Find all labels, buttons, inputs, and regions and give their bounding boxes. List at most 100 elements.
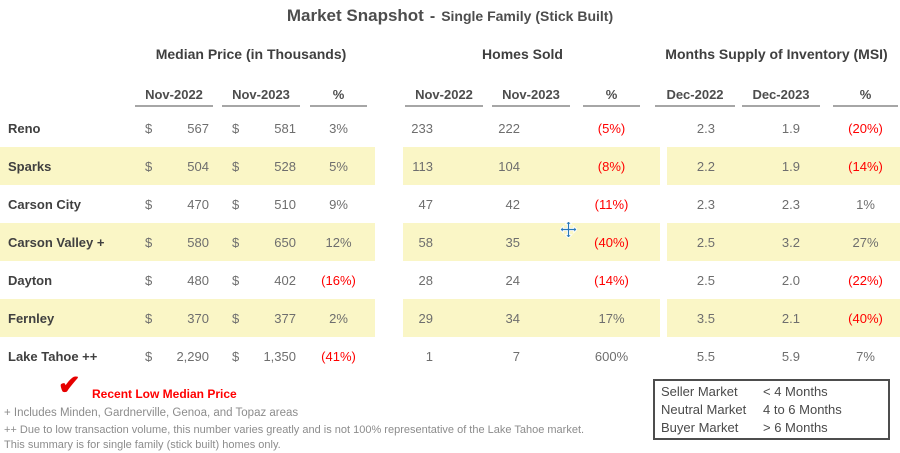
median-price-2022-value: 2,290 [176,348,209,364]
dollar-sign: $ [145,158,153,174]
homes-sold-2022-value: 28 [418,272,433,288]
dollar-sign: $ [232,310,240,326]
footnote-plus-plus: ++ Due to low transaction volume, this n… [4,424,585,436]
col-header-mp-nov2022: Nov-2022 [135,76,213,107]
legend-months-range: < 4 Months [763,384,828,399]
median-price-2022-cell: $ 480 [135,273,213,288]
homes-sold-2022-value: 58 [418,234,433,250]
homes-sold-2023-value: 35 [505,234,520,250]
dollar-sign: $ [145,196,153,212]
msi-2023-value: 2.3 [781,196,800,212]
row-highlight-band [667,299,900,337]
homes-sold-2022-value: 1 [425,348,433,364]
col-header-msi-dec2022: Dec-2022 [655,76,735,107]
legend-months-range: > 6 Months [763,420,828,435]
row-highlight-band [0,299,375,337]
median-price-2023-value: 528 [274,158,296,174]
region-label: Lake Tahoe ++ [8,348,98,364]
median-price-2022-value: 470 [187,196,209,212]
msi-change-pct: 7% [856,348,875,364]
dollar-sign: $ [145,310,153,326]
col-header-hs-nov2023: Nov-2023 [492,76,570,107]
group-header-msi: Months Supply of Inventory (MSI) [665,46,888,62]
footnote-plus: + Includes Minden, Gardnerville, Genoa, … [4,407,299,419]
legend-row: Buyer Market > 6 Months [661,419,882,437]
table-row: Dayton $ 480 $ 402 (16%) 28 24 (14%) 2.5… [0,261,898,299]
median-price-change-pct: (16%) [321,272,356,288]
msi-change-pct: (14%) [848,158,883,174]
legend-row: Neutral Market 4 to 6 Months [661,401,882,419]
recent-low-median-price-note: Recent Low Median Price [92,387,237,401]
row-highlight-band [403,223,660,261]
median-price-2022-cell: $ 580 [135,235,213,250]
msi-2023-value: 1.9 [781,120,800,136]
col-header-hs-nov2022: Nov-2022 [405,76,483,107]
homes-sold-change-pct: 17% [598,310,625,326]
median-price-change-pct: 5% [329,158,348,174]
region-label: Dayton [8,272,53,288]
median-price-2023-value: 581 [274,120,296,136]
dollar-sign: $ [145,348,153,364]
column-header-row: Nov-2022 Nov-2023 % Nov-2022 Nov-2023 % … [0,76,898,107]
homes-sold-change-pct: (11%) [594,196,629,212]
dollar-sign: $ [145,234,153,250]
legend-market-type: Neutral Market [661,402,747,417]
region-label: Carson City [8,196,81,212]
homes-sold-change-pct: (8%) [597,158,626,174]
median-price-2023-cell: $ 528 [222,159,300,174]
dollar-sign: $ [232,348,240,364]
median-price-change-pct: 3% [329,120,348,136]
median-price-2023-cell: $ 377 [222,311,300,326]
homes-sold-2023-value: 7 [512,348,520,364]
median-price-2023-value: 650 [274,234,296,250]
dollar-sign: $ [232,234,240,250]
legend-months-range: 4 to 6 Months [763,402,842,417]
median-price-change-pct: 9% [329,196,348,212]
msi-2023-value: 5.9 [781,348,800,364]
median-price-2022-value: 370 [187,310,209,326]
dollar-sign: $ [232,196,240,212]
msi-change-pct: (40%) [848,310,883,326]
homes-sold-change-pct: (40%) [594,234,629,250]
median-price-2022-value: 580 [187,234,209,250]
homes-sold-2023-value: 34 [505,310,520,326]
legend-market-type: Buyer Market [661,420,739,435]
median-price-2023-value: 402 [274,272,296,288]
homes-sold-2023-value: 222 [498,120,520,136]
group-headers: Median Price (in Thousands) Homes Sold M… [0,46,900,66]
msi-2023-value: 3.2 [781,234,800,250]
row-highlight-band [403,147,660,185]
col-header-mp-nov2023: Nov-2023 [222,76,300,107]
region-label: Fernley [8,310,55,326]
msi-change-pct: 27% [852,234,879,250]
row-highlight-band [667,147,900,185]
homes-sold-2022-value: 113 [412,158,433,174]
row-highlight-band [667,223,900,261]
msi-2022-value: 2.2 [696,158,715,174]
legend-market-type: Seller Market [661,384,738,399]
move-cursor-icon[interactable] [560,221,577,238]
dollar-sign: $ [145,120,153,136]
msi-2023-value: 2.0 [781,272,800,288]
msi-change-pct: 1% [856,196,875,212]
homes-sold-2022-value: 29 [418,310,433,326]
homes-sold-2022-value: 47 [418,196,433,212]
table-row: Carson City $ 470 $ 510 9% 47 42 (11%) 2… [0,185,898,223]
median-price-2023-cell: $ 581 [222,121,300,136]
region-label: Carson Valley + [8,234,105,250]
title-main: Market Snapshot [286,6,424,25]
row-highlight-band [0,223,375,261]
msi-2022-value: 2.3 [696,120,715,136]
col-header-mp-pct: % [310,76,367,107]
median-price-change-pct: 2% [329,310,348,326]
legend-row: Seller Market < 4 Months [661,383,882,401]
table-row: Carson Valley + $ 580 $ 650 12% 58 35 (4… [0,223,900,261]
dollar-sign: $ [232,120,240,136]
median-price-2022-value: 480 [187,272,209,288]
median-price-2023-value: 510 [274,196,296,212]
msi-2023-value: 1.9 [781,158,800,174]
median-price-2023-cell: $ 650 [222,235,300,250]
homes-sold-2022-value: 233 [411,120,433,136]
msi-2022-value: 5.5 [696,348,715,364]
